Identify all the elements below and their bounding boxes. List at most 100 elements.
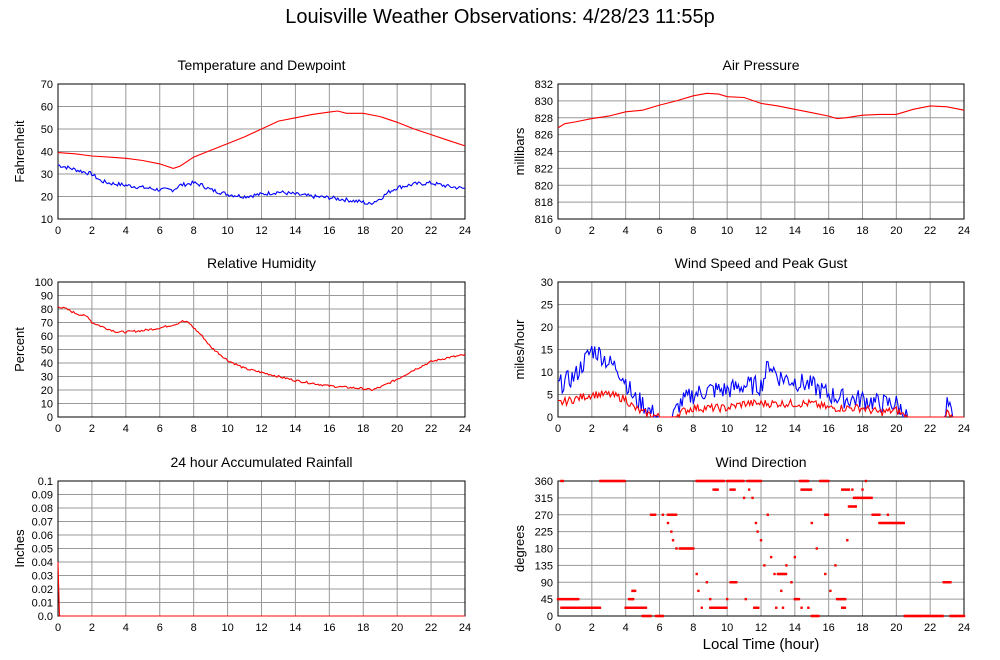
data-point (913, 614, 916, 618)
data-point (636, 606, 640, 609)
data-point (653, 513, 657, 516)
data-point (713, 488, 717, 491)
data-point (909, 614, 912, 618)
data-point (562, 597, 565, 601)
data-point (870, 496, 873, 500)
x-tick-label: 20 (890, 423, 902, 435)
data-point (807, 606, 810, 609)
data-point (631, 597, 635, 601)
x-tick-label: 2 (89, 423, 95, 435)
data-point (811, 614, 815, 618)
plot-frame (57, 83, 466, 220)
y-tick-label: 0.07 (32, 517, 53, 529)
x-tick-label: 18 (357, 423, 369, 435)
x-tick-label: 24 (459, 225, 471, 237)
data-point (558, 597, 561, 601)
data-point (793, 597, 797, 601)
y-tick-label: 830 (535, 96, 553, 108)
y-tick-label: 360 (535, 476, 553, 488)
data-point (915, 614, 919, 618)
data-point (711, 606, 715, 609)
data-point (633, 606, 637, 609)
y-axis-label: millibars (512, 127, 527, 175)
data-point (601, 479, 605, 483)
y-tick-label: 0.01 (32, 598, 53, 610)
data-point (817, 614, 820, 618)
data-point (794, 597, 798, 601)
y-tick-label: 10 (41, 214, 53, 226)
data-point (644, 606, 648, 609)
data-point (757, 606, 760, 609)
data-point (710, 479, 713, 483)
data-point (858, 496, 861, 500)
data-point (810, 614, 813, 618)
data-point (627, 597, 631, 601)
x-tick-label: 16 (323, 622, 335, 634)
data-point (747, 488, 751, 491)
data-point (751, 496, 754, 500)
x-tick-label: 22 (924, 622, 936, 634)
data-point (742, 496, 746, 500)
data-point (702, 479, 705, 483)
y-tick-label: 0 (47, 412, 53, 424)
series-line (557, 345, 964, 418)
data-point (862, 496, 865, 500)
x-tick-label: 2 (89, 622, 95, 634)
x-tick-label: 8 (690, 225, 696, 237)
data-point (574, 597, 577, 601)
data-point (714, 479, 717, 483)
data-point (785, 564, 788, 567)
data-point (755, 479, 759, 483)
data-point (742, 479, 745, 483)
data-point (898, 521, 901, 525)
data-point (711, 479, 715, 483)
data-point (686, 547, 690, 550)
data-point (645, 614, 648, 618)
x-tick-label: 16 (823, 225, 835, 237)
data-point (949, 581, 952, 584)
data-point (722, 606, 725, 609)
data-point (596, 606, 599, 609)
data-point (776, 572, 780, 576)
data-point (829, 589, 832, 593)
data-point (670, 513, 674, 516)
data-point (800, 606, 803, 609)
data-point (575, 597, 579, 601)
y-tick-label: 180 (535, 544, 553, 556)
data-point (654, 614, 658, 618)
data-point (754, 521, 758, 525)
x-tick-label: 0 (555, 225, 561, 237)
data-point (710, 606, 713, 609)
x-tick-label: 6 (157, 225, 163, 237)
data-point (632, 589, 635, 593)
data-point (842, 606, 845, 609)
data-point (850, 505, 853, 508)
data-point (719, 479, 723, 483)
data-point (750, 479, 753, 483)
data-point (660, 614, 663, 618)
data-point (575, 606, 578, 609)
data-point (600, 479, 603, 483)
data-point (678, 547, 681, 550)
y-tick-label: 818 (535, 197, 553, 209)
y-tick-label: 0.1 (38, 476, 53, 488)
x-tick-label: 14 (789, 225, 801, 237)
data-point (640, 606, 644, 609)
x-tick-label: 20 (391, 423, 403, 435)
data-point (629, 597, 632, 601)
x-tick-label: 6 (656, 423, 662, 435)
x-tick-label: 24 (459, 423, 471, 435)
plot-frame (57, 281, 466, 418)
x-tick-label: 6 (157, 423, 163, 435)
x-tick-label: 10 (721, 225, 733, 237)
x-tick-label: 4 (623, 225, 629, 237)
x-tick-label: 2 (589, 622, 595, 634)
data-point (872, 513, 876, 516)
data-point (739, 479, 742, 483)
data-point (803, 488, 806, 491)
data-point (593, 606, 596, 609)
data-point (838, 597, 842, 601)
data-point (819, 479, 822, 483)
data-point (946, 581, 949, 584)
